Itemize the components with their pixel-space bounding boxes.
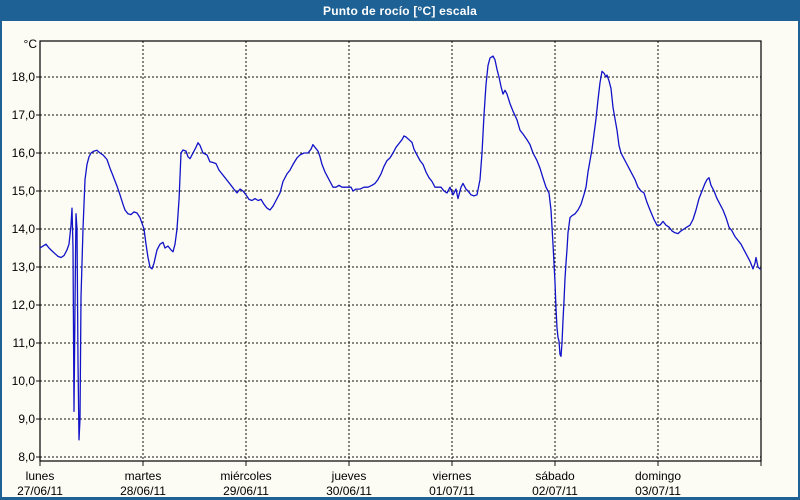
svg-text:11,0: 11,0 [13,336,36,350]
svg-text:14,0: 14,0 [12,222,36,236]
svg-text:16,0: 16,0 [12,146,36,160]
day-name-label: miércoles [220,469,271,483]
day-name-label: sábado [535,469,575,483]
svg-text:13,0: 13,0 [12,260,36,274]
svg-text:17,0: 17,0 [12,108,36,122]
svg-text:12,0: 12,0 [12,298,36,312]
day-name-label: lunes [26,469,55,483]
y-axis-labels: 8,0 9,0 10,0 11,0 12,0 13,0 14,0 15,0 16,0 17,0 18… [12,70,36,464]
svg-text:9,0: 9,0 [18,412,35,426]
window-title: Punto de rocío [°C] escala [322,3,478,18]
svg-text:10,0: 10,0 [12,374,36,388]
day-name-label: jueves [331,469,367,483]
title-bar: Punto de rocío [°C] escala [0,0,800,21]
day-date-label: 28/06/11 [120,484,166,498]
day-date-label: 01/07/11 [429,484,475,498]
day-name-label: domingo [635,469,681,483]
day-name-label: viernes [433,469,472,483]
day-date-label: 27/06/11 [17,484,63,498]
dewpoint-series-line [39,55,761,441]
svg-text:8,0: 8,0 [18,450,35,464]
day-date-label: 30/06/11 [326,484,372,498]
plot-border [39,40,762,462]
day-name-label: martes [125,469,162,483]
grid [36,41,762,466]
svg-text:15,0: 15,0 [12,184,36,198]
svg-text:18,0: 18,0 [12,70,36,84]
plot-area [40,41,761,461]
day-date-label: 03/07/11 [635,484,681,498]
day-date-label: 29/06/11 [223,484,269,498]
y-unit-label: °C [24,37,38,51]
day-date-label: 02/07/11 [532,484,578,498]
